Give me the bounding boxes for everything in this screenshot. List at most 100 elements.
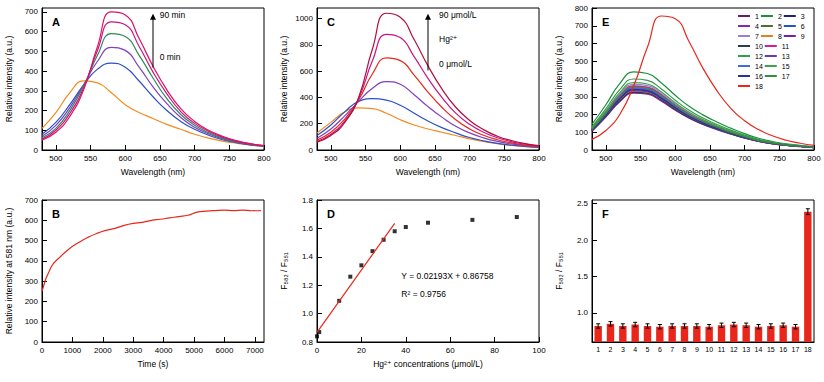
svg-text:800: 800 (532, 154, 546, 163)
svg-text:200: 200 (300, 119, 314, 128)
svg-text:4000: 4000 (155, 346, 173, 355)
svg-text:3: 3 (621, 346, 625, 353)
svg-text:40: 40 (401, 346, 410, 355)
svg-text:800: 800 (575, 4, 589, 13)
svg-text:F: F (602, 208, 609, 220)
svg-text:6000: 6000 (216, 346, 234, 355)
svg-text:750: 750 (223, 154, 237, 163)
svg-text:20: 20 (357, 346, 366, 355)
svg-text:600: 600 (25, 216, 39, 225)
svg-text:2000: 2000 (94, 346, 112, 355)
svg-text:Hg²⁺: Hg²⁺ (439, 34, 457, 44)
svg-text:5000: 5000 (185, 346, 203, 355)
svg-text:100: 100 (575, 128, 589, 137)
svg-text:9: 9 (695, 346, 699, 353)
svg-text:R² = 0.9756: R² = 0.9756 (401, 289, 446, 299)
svg-text:Y = 0.02193X + 0.86758: Y = 0.02193X + 0.86758 (401, 271, 493, 281)
svg-text:8: 8 (778, 33, 782, 40)
svg-text:700: 700 (463, 154, 477, 163)
svg-text:550: 550 (359, 154, 373, 163)
svg-text:600: 600 (669, 154, 683, 163)
svg-text:600: 600 (394, 154, 408, 163)
svg-text:650: 650 (703, 154, 717, 163)
svg-text:200: 200 (25, 106, 39, 115)
svg-text:700: 700 (25, 7, 39, 16)
svg-text:10: 10 (705, 346, 713, 353)
svg-text:1.8: 1.8 (302, 196, 314, 205)
svg-text:5: 5 (778, 23, 782, 30)
svg-text:0: 0 (309, 146, 314, 155)
svg-text:700: 700 (738, 154, 752, 163)
svg-text:10: 10 (755, 43, 763, 50)
svg-text:0: 0 (315, 346, 320, 355)
svg-text:7: 7 (670, 346, 674, 353)
svg-text:200: 200 (575, 110, 589, 119)
svg-text:750: 750 (498, 154, 512, 163)
svg-text:600: 600 (575, 39, 589, 48)
svg-text:0: 0 (40, 346, 45, 355)
svg-text:B: B (52, 208, 60, 220)
svg-text:2.0: 2.0 (577, 236, 589, 245)
svg-text:9: 9 (801, 33, 805, 40)
svg-text:0: 0 (584, 146, 589, 155)
svg-text:2: 2 (778, 13, 782, 20)
svg-text:800: 800 (257, 154, 271, 163)
svg-text:5: 5 (646, 346, 650, 353)
svg-text:17: 17 (782, 73, 790, 80)
svg-text:Wavelength (nm): Wavelength (nm) (396, 167, 461, 177)
svg-text:12: 12 (730, 346, 738, 353)
svg-text:0: 0 (34, 146, 39, 155)
svg-text:1.6: 1.6 (302, 224, 314, 233)
svg-text:Relative intensity (a.u.): Relative intensity (a.u.) (554, 36, 564, 123)
svg-text:Relative intensity (a.u.): Relative intensity (a.u.) (4, 36, 14, 123)
svg-text:A: A (52, 16, 60, 28)
svg-text:15: 15 (767, 346, 775, 353)
svg-text:90 μmol/L: 90 μmol/L (439, 10, 477, 20)
svg-text:4: 4 (633, 346, 637, 353)
svg-text:400: 400 (25, 256, 39, 265)
svg-text:1.5: 1.5 (577, 272, 589, 281)
svg-text:0 μmol/L: 0 μmol/L (439, 59, 472, 69)
svg-text:650: 650 (153, 154, 167, 163)
svg-text:500: 500 (599, 154, 613, 163)
svg-text:15: 15 (782, 63, 790, 70)
svg-text:1.0: 1.0 (302, 309, 314, 318)
svg-text:3000: 3000 (124, 346, 142, 355)
svg-text:500: 500 (49, 154, 63, 163)
svg-text:300: 300 (575, 92, 589, 101)
svg-text:550: 550 (634, 154, 648, 163)
svg-text:500: 500 (575, 57, 589, 66)
svg-text:400: 400 (575, 75, 589, 84)
svg-text:6: 6 (658, 346, 662, 353)
svg-text:600: 600 (119, 154, 133, 163)
svg-text:400: 400 (25, 67, 39, 76)
svg-text:13: 13 (782, 53, 790, 60)
svg-text:600: 600 (25, 27, 39, 36)
svg-text:Relative intensity (a.u.): Relative intensity (a.u.) (279, 36, 289, 123)
svg-text:0: 0 (34, 338, 39, 347)
svg-text:F₅₈₂ / F₅₅₁: F₅₈₂ / F₅₅₁ (554, 252, 564, 290)
svg-text:1.2: 1.2 (302, 281, 314, 290)
svg-text:700: 700 (188, 154, 202, 163)
svg-text:7: 7 (755, 33, 759, 40)
svg-text:0 min: 0 min (160, 52, 181, 62)
svg-text:7000: 7000 (246, 346, 264, 355)
svg-text:Time (s): Time (s) (138, 359, 169, 369)
svg-text:100: 100 (25, 317, 39, 326)
svg-text:2.5: 2.5 (577, 199, 589, 208)
svg-text:12: 12 (755, 53, 763, 60)
svg-text:700: 700 (575, 21, 589, 30)
svg-text:1000: 1000 (295, 14, 313, 23)
svg-text:200: 200 (25, 297, 39, 306)
svg-text:0.8: 0.8 (302, 338, 314, 347)
svg-text:300: 300 (25, 86, 39, 95)
svg-text:1: 1 (755, 13, 759, 20)
svg-text:800: 800 (300, 40, 314, 49)
svg-text:1000: 1000 (64, 346, 82, 355)
svg-text:16: 16 (755, 73, 763, 80)
svg-text:100: 100 (532, 346, 546, 355)
svg-text:4: 4 (755, 23, 759, 30)
svg-text:90 min: 90 min (160, 10, 186, 20)
svg-text:Wavelength (nm): Wavelength (nm) (121, 167, 186, 177)
svg-text:500: 500 (25, 236, 39, 245)
